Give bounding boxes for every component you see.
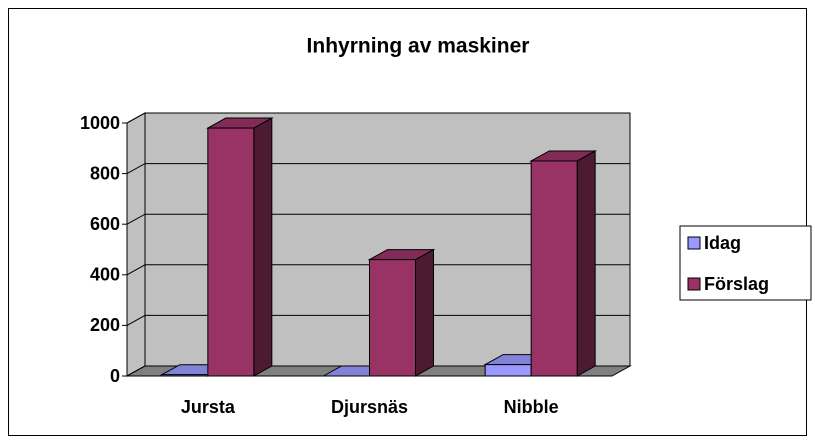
side-wall bbox=[126, 112, 146, 377]
bar bbox=[161, 374, 209, 377]
grid-line bbox=[126, 163, 630, 175]
bar bbox=[484, 364, 532, 377]
grid-line bbox=[126, 112, 630, 124]
y-tick-label: 0 bbox=[110, 366, 120, 386]
legend-swatch bbox=[687, 277, 701, 291]
grid-line bbox=[126, 314, 630, 326]
x-tick-label: Jursta bbox=[181, 397, 236, 417]
legend-swatch bbox=[687, 236, 701, 250]
y-tick-label: 1000 bbox=[80, 113, 120, 133]
x-tick-label: Nibble bbox=[504, 397, 559, 417]
legend-label: Idag bbox=[704, 233, 741, 253]
legend-box bbox=[679, 225, 812, 301]
bar bbox=[369, 259, 416, 377]
bar-side bbox=[576, 150, 596, 377]
y-tick-label: 800 bbox=[90, 163, 120, 183]
bar-side bbox=[415, 248, 434, 377]
legend-label: Förslag bbox=[704, 274, 769, 294]
y-tick-label: 200 bbox=[90, 315, 120, 335]
bar bbox=[207, 127, 255, 377]
bar-side bbox=[253, 117, 273, 377]
bar bbox=[530, 160, 578, 377]
y-tick-label: 600 bbox=[90, 214, 120, 234]
grid-line bbox=[126, 264, 630, 276]
grid-line bbox=[126, 213, 630, 225]
x-tick-label: Djursnäs bbox=[331, 397, 408, 417]
grid-line bbox=[126, 365, 630, 377]
chart-title: Inhyrning av maskiner bbox=[307, 35, 530, 58]
y-tick-label: 400 bbox=[90, 265, 120, 285]
